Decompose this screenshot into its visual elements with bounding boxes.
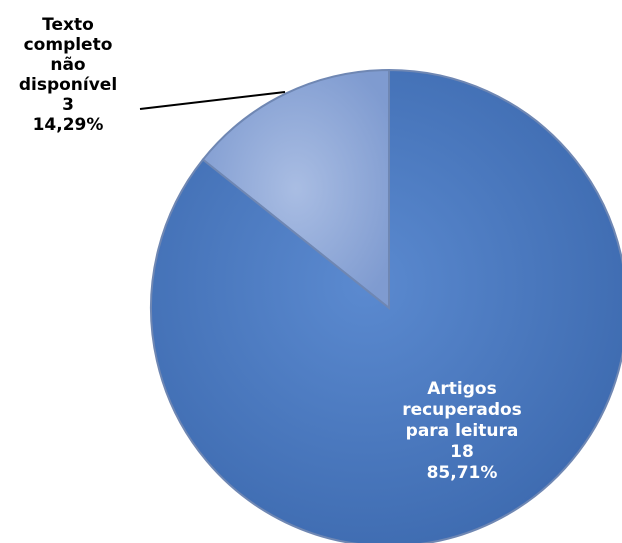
slice-percent: 85,71% [427, 463, 498, 483]
leader-line-0 [139, 91, 286, 110]
slice-label-text: Artigos [427, 379, 496, 399]
slice-value: 3 [62, 95, 74, 115]
slice-label-text: disponível [19, 75, 117, 95]
pie-slice-1 [150, 68, 622, 543]
slice-label-text: não [50, 55, 85, 75]
slice-percent: 14,29% [33, 115, 104, 135]
slice-label-text: para leitura [406, 421, 519, 441]
slice-label-text: recuperados [402, 400, 522, 420]
slice-label-0: Texto completo não disponível 3 14,29% [19, 15, 117, 135]
pie-slice-0 [201, 68, 390, 311]
slice-value: 18 [450, 442, 474, 462]
slice-label-text: completo [24, 35, 113, 55]
slice-label-1: Artigos recuperados para leitura 18 85,71% [402, 379, 522, 483]
slice-label-text: Texto [42, 15, 94, 35]
